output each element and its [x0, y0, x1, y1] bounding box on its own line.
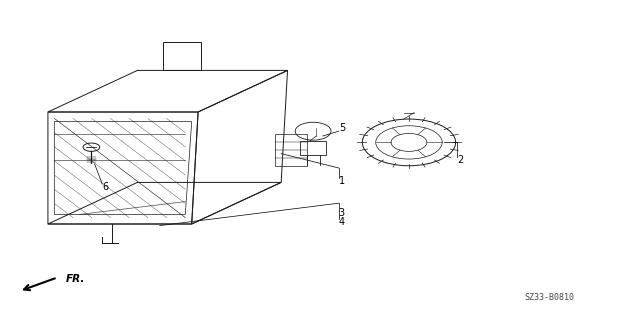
- Text: 5: 5: [339, 123, 345, 133]
- Text: FR.: FR.: [66, 274, 85, 284]
- Text: 1: 1: [339, 176, 345, 186]
- Text: 4: 4: [339, 217, 345, 228]
- Text: 3: 3: [339, 208, 345, 218]
- Text: SZ33-B0810: SZ33-B0810: [525, 293, 574, 302]
- Text: 2: 2: [457, 155, 463, 165]
- Text: 6: 6: [102, 182, 109, 192]
